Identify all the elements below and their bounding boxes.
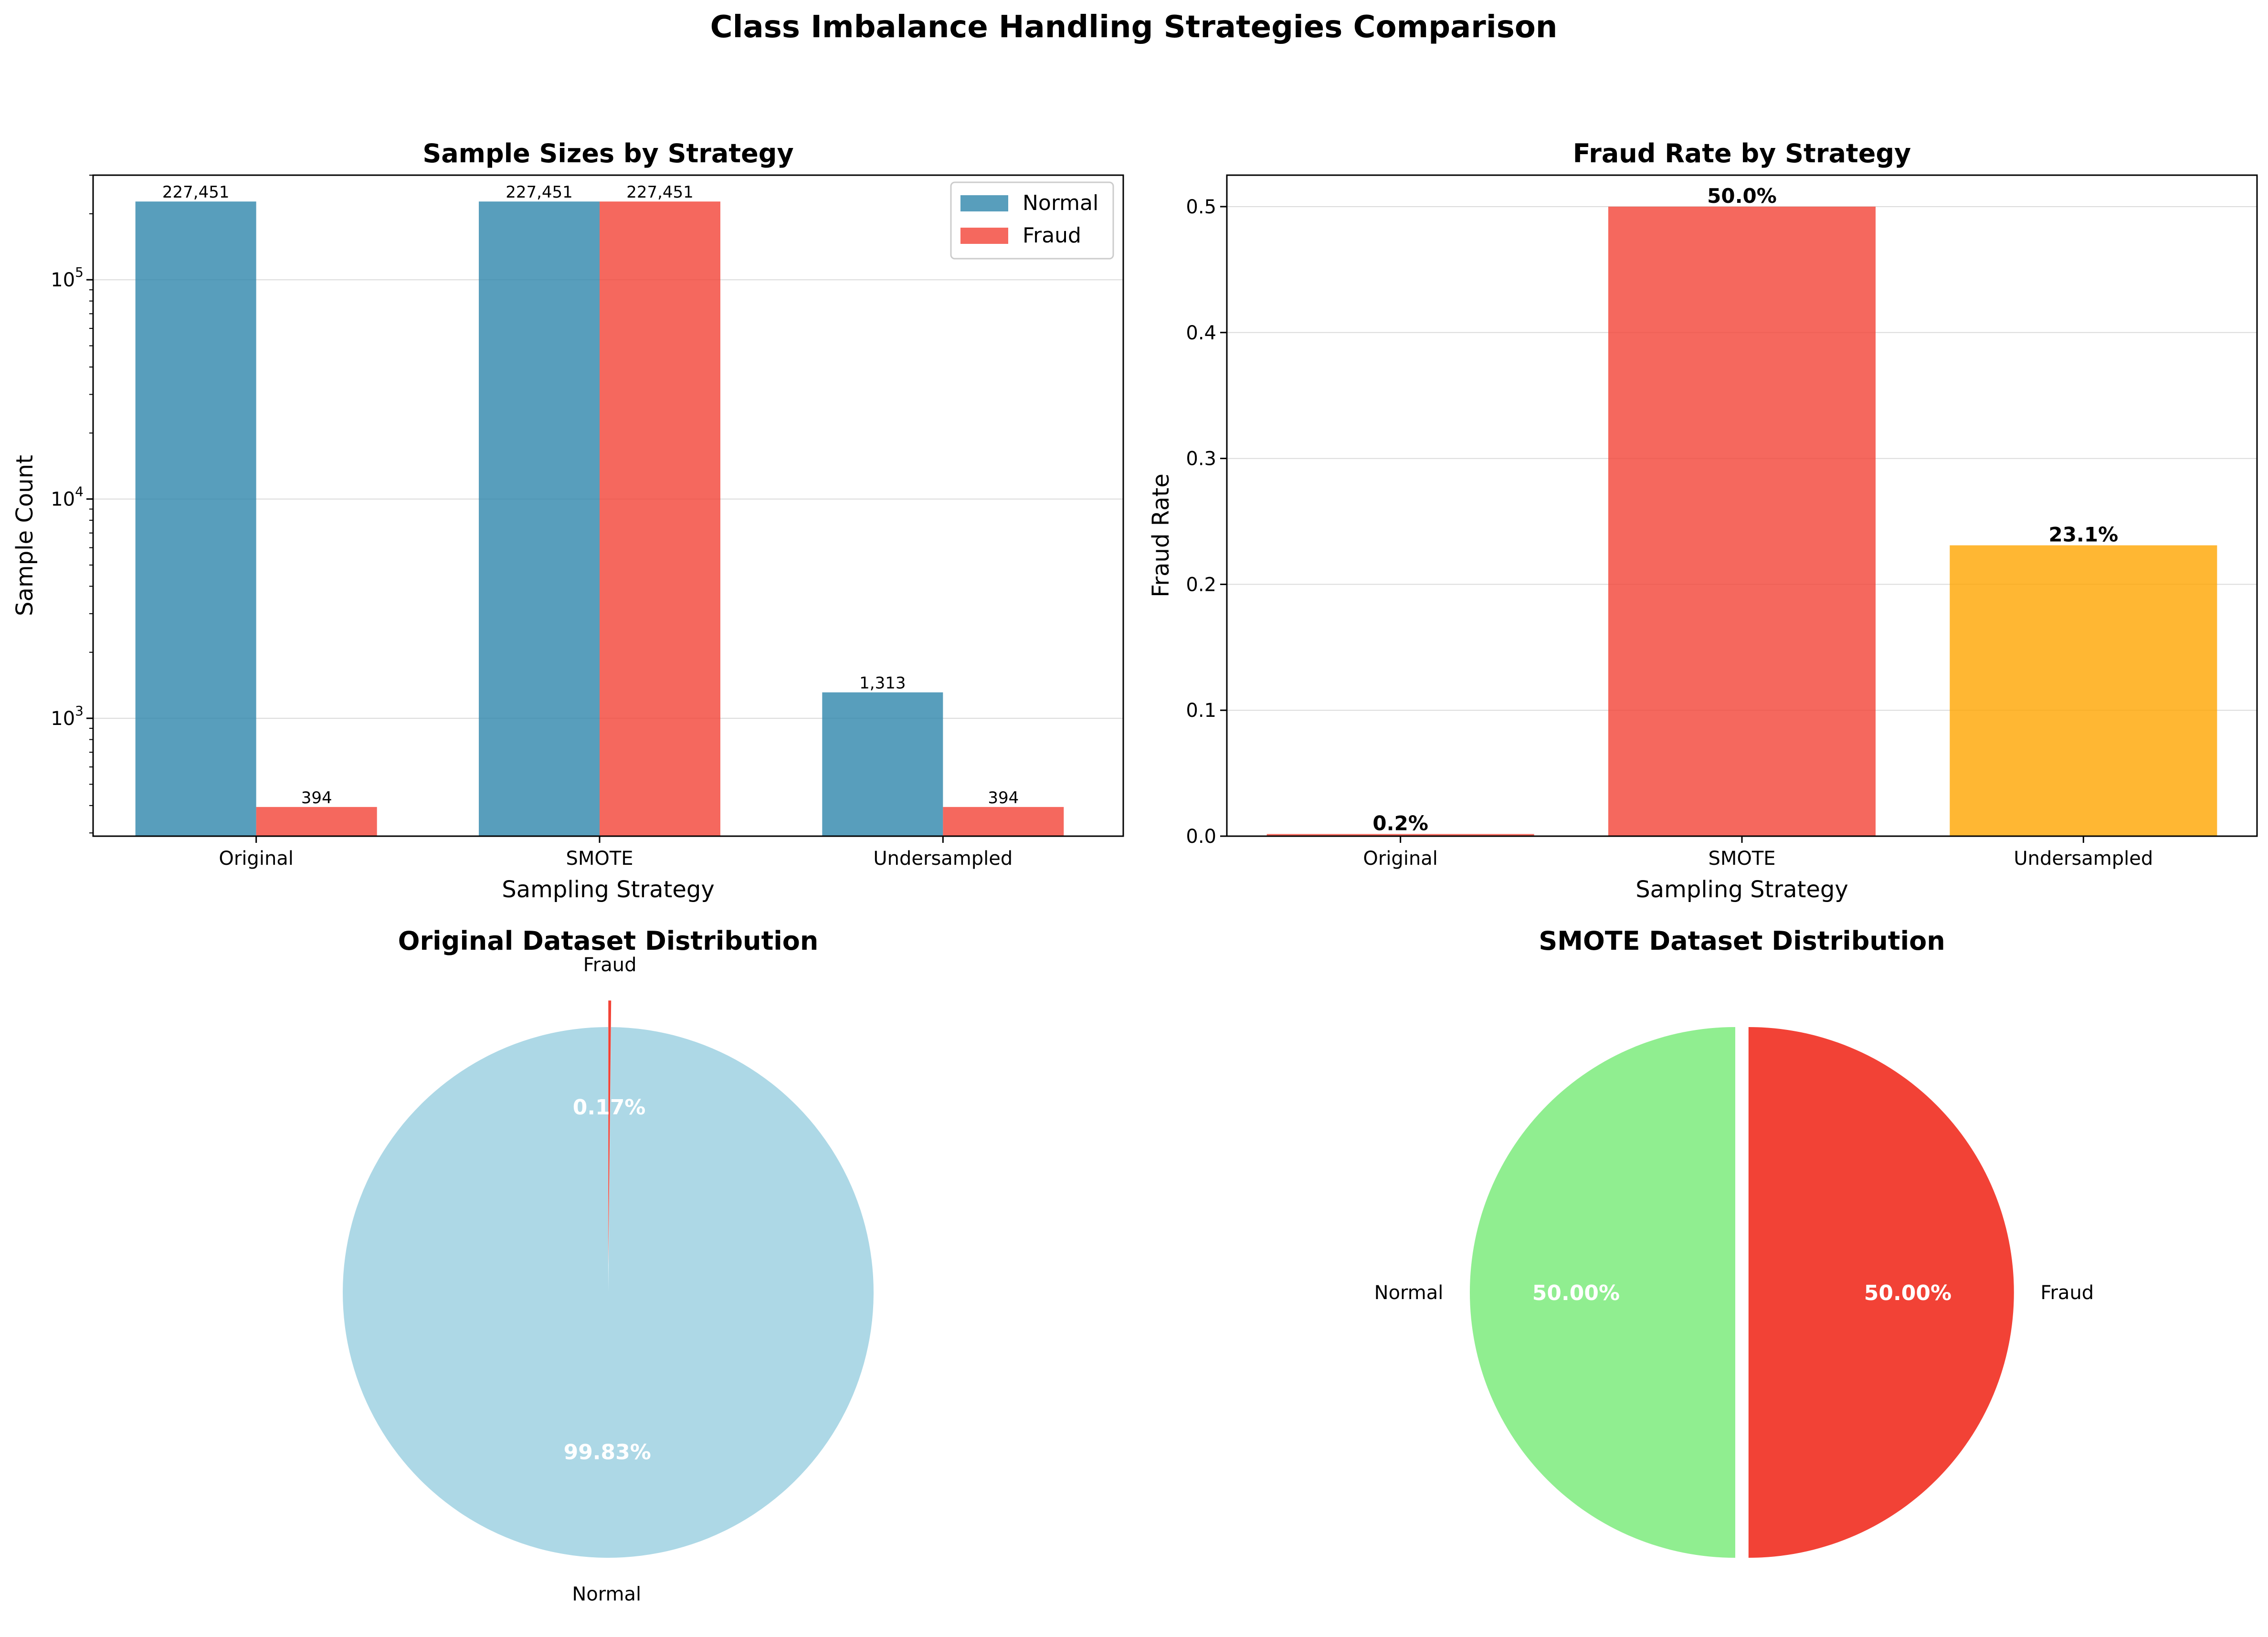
y-tick-label: 103	[51, 703, 84, 730]
fraud-rate-chart: Fraud Rate by Strategy Sampling Strategy…	[1148, 138, 2258, 903]
pie-pct-fraud: 50.00%	[1864, 1281, 1952, 1305]
bar-fraud-undersampled	[943, 807, 1064, 836]
pie-label-fraud: Fraud	[583, 954, 637, 976]
x-tick-label: SMOTE	[566, 848, 633, 870]
y-tick-label: 105	[51, 264, 84, 291]
y-tick-label: 0.3	[1186, 448, 1216, 470]
bar-value-label: 227,451	[626, 183, 694, 202]
bar-value-label: 0.2%	[1372, 812, 1428, 835]
sample-sizes-xlabel: Sampling Strategy	[502, 876, 715, 903]
legend-normal-label: Normal	[1023, 191, 1098, 215]
y-tick-label: 0.0	[1186, 826, 1216, 848]
sample-sizes-ylabel: Sample Count	[11, 455, 38, 616]
x-tick-label: Original	[1363, 848, 1438, 870]
x-tick-label: SMOTE	[1708, 848, 1775, 870]
sample-sizes-title: Sample Sizes by Strategy	[422, 138, 793, 168]
pie-slice-normal	[1470, 1027, 1735, 1558]
y-tick-label: 0.1	[1186, 700, 1216, 722]
x-tick-label: Undersampled	[873, 848, 1013, 870]
bar-normal-undersampled	[822, 692, 943, 836]
fraud-rate-xlabel: Sampling Strategy	[1635, 876, 1848, 903]
pie-label-normal: Normal	[572, 1584, 641, 1606]
x-tick-label: Original	[219, 848, 294, 870]
smote-distribution-pie: SMOTE Dataset Distribution Normal 50.00% F…	[1374, 926, 2094, 1558]
pie-label-fraud: Fraud	[2040, 1282, 2094, 1304]
y-tick-label: 0.2	[1186, 574, 1216, 596]
y-tick-label: 0.5	[1186, 196, 1216, 218]
bar-value-label: 227,451	[506, 183, 573, 202]
bar-value-label: 394	[301, 788, 332, 808]
bar-value-label: 1,313	[859, 674, 906, 693]
bar-normal-original	[135, 201, 256, 836]
bar-fraud-smote	[600, 201, 720, 836]
legend-fraud-label: Fraud	[1023, 223, 1081, 248]
bar-fraud-rate-smote	[1608, 206, 1876, 836]
fraud-rate-axes	[1226, 174, 2258, 837]
legend-fraud-swatch	[960, 228, 1008, 244]
bar-value-label: 23.1%	[2048, 523, 2118, 546]
pie-slice-normal	[342, 1027, 874, 1558]
bar-value-label: 227,451	[162, 183, 230, 202]
fraud-rate-title: Fraud Rate by Strategy	[1573, 138, 1911, 168]
legend-normal-swatch	[960, 195, 1008, 211]
bar-value-label: 394	[988, 788, 1019, 808]
bar-fraud-rate-original	[1266, 834, 1534, 836]
pie-slice-fraud	[608, 1000, 612, 1266]
sample-sizes-chart: Sample Sizes by Strategy Sampling Strate…	[11, 138, 1124, 903]
pie-pct-normal: 99.83%	[564, 1440, 651, 1465]
pie-pct-fraud: 0.17%	[573, 1095, 646, 1120]
sample-sizes-axes	[92, 174, 1124, 837]
x-tick-label: Undersampled	[2014, 848, 2153, 870]
y-tick-label: 104	[51, 484, 84, 511]
figure-title: Class Imbalance Handling Strategies Comp…	[710, 10, 1558, 45]
bar-fraud-rate-undersampled	[1950, 545, 2217, 836]
bar-fraud-original	[256, 807, 377, 836]
fraud-rate-ylabel: Fraud Rate	[1148, 473, 1174, 597]
smote-pie-title: SMOTE Dataset Distribution	[1539, 926, 1945, 956]
pie-slice-fraud	[1748, 1027, 2014, 1558]
pie-label-normal: Normal	[1374, 1282, 1444, 1304]
original-pie-title: Original Dataset Distribution	[398, 926, 819, 956]
original-distribution-pie: Original Dataset Distribution Normal 99.8…	[342, 926, 874, 1606]
bar-normal-smote	[479, 201, 600, 836]
bar-value-label: 50.0%	[1707, 184, 1777, 208]
sample-sizes-legend: Normal Fraud	[950, 181, 1114, 260]
pie-pct-normal: 50.00%	[1532, 1281, 1620, 1305]
y-tick-label: 0.4	[1186, 322, 1216, 344]
